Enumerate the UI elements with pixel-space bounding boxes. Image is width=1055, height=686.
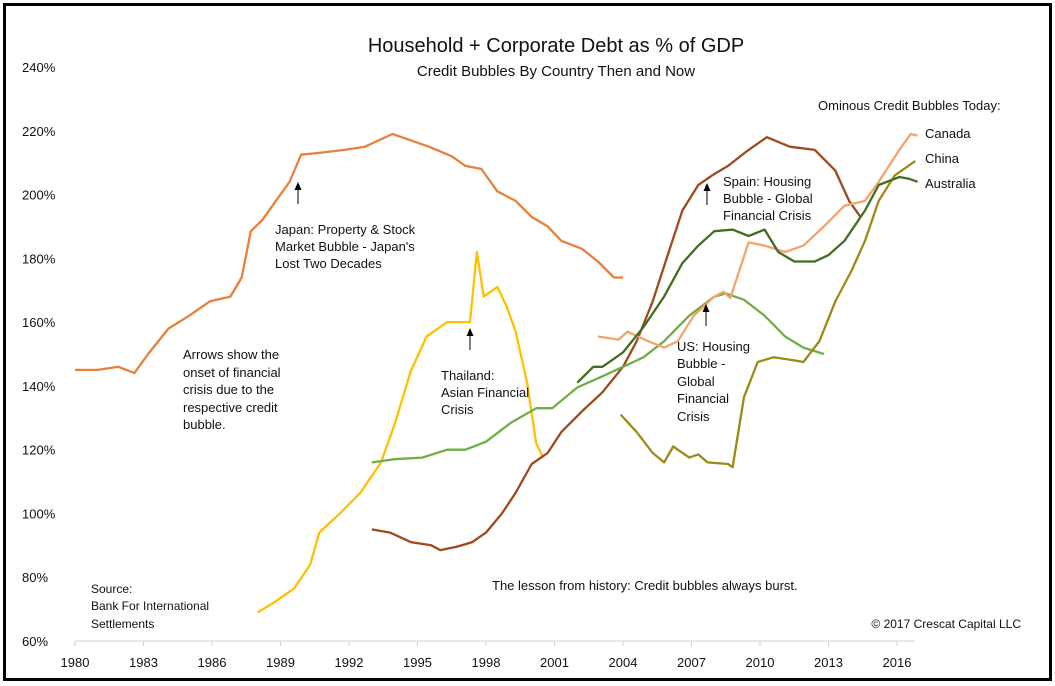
chart-subtitle: Credit Bubbles By Country Then and Now <box>417 63 695 80</box>
legend-label-canada: Canada <box>925 126 971 141</box>
annotation-japan: Japan: Property & Stock Market Bubble - … <box>275 222 416 271</box>
arrow-icon-spain <box>703 183 711 205</box>
crisis-arrows <box>294 182 711 350</box>
y-tick-label: 120% <box>22 443 56 458</box>
annotation-thailand: Thailand: Asian Financial Crisis <box>441 368 529 417</box>
annotation-us: US: Housing Bubble - Global Financial Cr… <box>677 339 750 424</box>
annotation-spain: Spain: Housing Bubble - Global Financial… <box>723 174 813 223</box>
note-line: crisis due to the <box>183 382 274 397</box>
annotation-line: Market Bubble - Japan's <box>275 239 415 254</box>
series-line-canada <box>597 132 918 349</box>
series-line-china <box>619 160 916 469</box>
series-line-us <box>371 292 825 464</box>
arrow-icon-japan <box>294 182 302 204</box>
chart-frame <box>3 3 1052 681</box>
annotation-line: Spain: Housing <box>723 174 811 189</box>
y-tick-label: 80% <box>22 570 48 585</box>
source-line: Source: <box>91 582 132 596</box>
source-note: Source: Bank For International Settlemen… <box>91 582 209 631</box>
y-tick-label: 200% <box>22 188 56 203</box>
annotation-line: Lost Two Decades <box>275 256 382 271</box>
annotation-line: Thailand: <box>441 368 494 383</box>
series-lines <box>75 132 918 614</box>
note-line: Arrows show the <box>183 347 279 362</box>
chart-title: Household + Corporate Debt as % of GDP <box>368 35 744 57</box>
x-axis: 1980 1983 1986 1989 1992 1995 1998 2001 2004 2007… <box>61 640 915 670</box>
x-tick-label: 1998 <box>472 655 501 670</box>
arrows-note: Arrows show the onset of financial crisi… <box>183 347 281 432</box>
y-tick-label: 240% <box>22 60 56 75</box>
x-tick-label: 2004 <box>609 655 638 670</box>
x-tick-label: 1986 <box>198 655 227 670</box>
lesson-note: The lesson from history: Credit bubbles … <box>492 578 798 593</box>
legend-title: Ominous Credit Bubbles Today: <box>818 98 1001 113</box>
y-tick-label: 160% <box>22 315 56 330</box>
y-axis: 60% 80% 100% 120% 140% 160% 180% 200% 220% 240% <box>22 60 56 649</box>
annotation-line: Bubble - <box>677 356 725 371</box>
annotation-line: Global <box>677 374 715 389</box>
source-line: Settlements <box>91 617 154 631</box>
annotation-line: Bubble - Global <box>723 191 813 206</box>
y-tick-label: 60% <box>22 634 48 649</box>
source-line: Bank For International <box>91 599 209 613</box>
series-line-thailand <box>257 250 545 614</box>
y-tick-label: 220% <box>22 124 56 139</box>
y-tick-label: 140% <box>22 379 56 394</box>
x-tick-label: 2010 <box>746 655 775 670</box>
x-tick-label: 2001 <box>540 655 569 670</box>
note-line: respective credit <box>183 400 278 415</box>
copyright: © 2017 Crescat Capital LLC <box>871 617 1021 631</box>
x-tick-label: 1983 <box>129 655 158 670</box>
series-line-australia <box>576 175 918 384</box>
x-tick-label: 2016 <box>883 655 912 670</box>
annotation-line: Japan: Property & Stock <box>275 222 416 237</box>
annotation-line: US: Housing <box>677 339 750 354</box>
x-tick-label: 1989 <box>266 655 295 670</box>
note-line: onset of financial <box>183 365 281 380</box>
y-tick-label: 100% <box>22 506 56 521</box>
annotation-line: Crisis <box>441 402 474 417</box>
legend-label-australia: Australia <box>925 176 976 191</box>
series-line-japan <box>75 132 623 375</box>
annotation-line: Crisis <box>677 409 710 424</box>
y-tick-label: 180% <box>22 251 56 266</box>
x-tick-label: 1980 <box>61 655 90 670</box>
x-tick-label: 1995 <box>403 655 432 670</box>
annotation-line: Financial Crisis <box>723 208 812 223</box>
arrow-icon-us <box>702 304 710 326</box>
legend-label-china: China <box>925 151 960 166</box>
series-line-spain <box>371 136 862 552</box>
x-tick-label: 2013 <box>814 655 843 670</box>
note-line: bubble. <box>183 417 226 432</box>
annotation-line: Asian Financial <box>441 385 529 400</box>
x-tick-label: 2007 <box>677 655 706 670</box>
x-tick-label: 1992 <box>335 655 364 670</box>
arrow-icon-thailand <box>466 328 474 350</box>
annotation-line: Financial <box>677 391 729 406</box>
